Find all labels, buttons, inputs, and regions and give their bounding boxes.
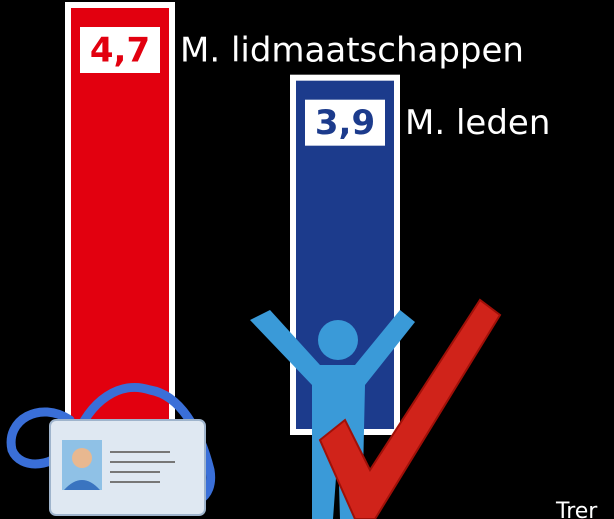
category-label: M. lidmaatschappen (180, 31, 524, 71)
category-label: M. leden (405, 103, 550, 143)
value-label-box (80, 27, 160, 73)
footnote: Trer (555, 499, 598, 519)
bars: 4,7 M. lidmaatschappen 3,9 M. leden (65, 2, 550, 436)
bar (65, 2, 175, 435)
badge-icon (6, 382, 216, 516)
value-label-box (305, 99, 385, 146)
value-label: 3,9 (315, 103, 375, 143)
person-check-icon (250, 298, 502, 519)
value-label: 4,7 (90, 31, 150, 71)
